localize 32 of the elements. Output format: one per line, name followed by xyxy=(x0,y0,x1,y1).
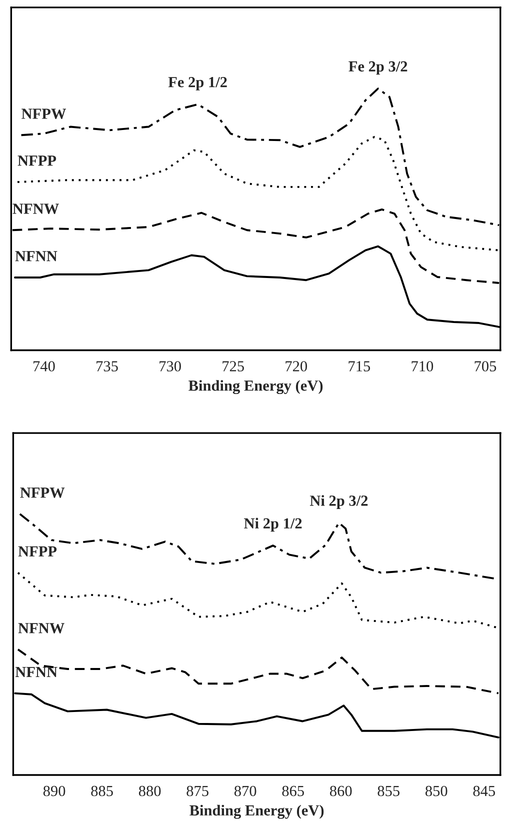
series-label: NFNN xyxy=(15,251,58,262)
series-label: NFPP xyxy=(18,156,56,166)
annotation: Ni 2p 3/2 xyxy=(310,495,368,509)
x-tick-label: 880 xyxy=(138,786,161,796)
annotation: Ni 2p 1/2 xyxy=(244,518,302,532)
x-axis-title: Binding Energy (eV) xyxy=(188,380,323,394)
annotation: Fe 2p 1/2 xyxy=(168,77,227,90)
x-tick-label: 870 xyxy=(234,786,256,796)
series-label: NFNW xyxy=(12,204,59,214)
annotation: Fe 2p 3/2 xyxy=(348,61,408,75)
series-label: NFPW xyxy=(22,108,66,120)
x-tick-label: 865 xyxy=(282,786,304,796)
x-tick-label: 855 xyxy=(378,786,400,796)
x-axis-title: Binding Energy (eV) xyxy=(190,804,324,819)
series-label: NFPP xyxy=(18,546,57,556)
x-tick-label: 730 xyxy=(160,361,181,372)
x-tick-label: 740 xyxy=(34,361,55,372)
x-tick-label: 890 xyxy=(43,786,66,796)
x-tick-label: 850 xyxy=(426,786,448,796)
series-label: NFNW xyxy=(18,623,64,634)
x-tick-label: 720 xyxy=(286,361,307,372)
x-tick-label: 725 xyxy=(222,361,244,372)
x-tick-label: 715 xyxy=(348,361,370,372)
x-tick-label: 875 xyxy=(186,786,208,796)
series-label: NFPW xyxy=(20,488,65,498)
x-tick-label: 845 xyxy=(473,786,495,796)
x-tick-label: 885 xyxy=(91,786,113,796)
x-tick-label: 735 xyxy=(96,361,118,372)
series-label: NFNN xyxy=(15,666,58,677)
x-tick-label: 710 xyxy=(412,361,434,372)
x-tick-label: 860 xyxy=(330,786,352,796)
x-tick-label: 705 xyxy=(474,361,496,372)
